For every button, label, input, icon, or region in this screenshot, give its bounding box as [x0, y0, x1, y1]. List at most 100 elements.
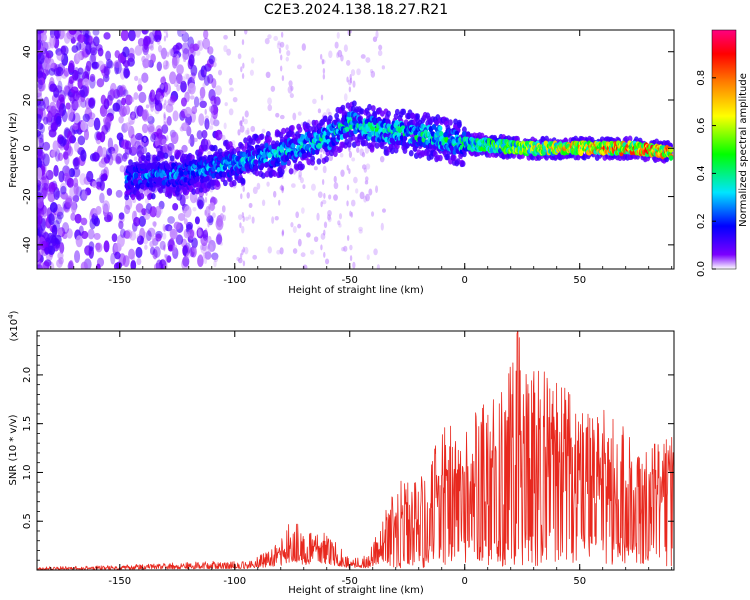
- heatmap-noise-cell: [162, 232, 167, 240]
- heatmap-noise-cell: [337, 220, 341, 226]
- heatmap-noise-cell: [322, 68, 326, 75]
- heatmap-noise-cell: [182, 245, 188, 257]
- heatmap-halo-cell: [254, 169, 260, 177]
- heatmap-noise-cell: [240, 193, 243, 200]
- heatmap-noise-cell: [197, 40, 201, 48]
- heatmap-ridge-cell: [253, 159, 259, 165]
- heatmap-noise-cell: [350, 69, 356, 77]
- heatmap-noise-cell: [195, 49, 201, 56]
- heatmap-noise-cell: [71, 45, 79, 53]
- heatmap-noise-cell: [207, 213, 211, 220]
- heatmap-noise-cell: [298, 170, 302, 178]
- heatmap-halo-cell: [351, 141, 357, 148]
- heatmap-noise-cell: [292, 112, 297, 121]
- heatmap-noise-cell: [171, 148, 176, 153]
- heatmap-noise-cell: [70, 200, 77, 214]
- heatmap-noise-cell: [343, 93, 348, 102]
- spectrogram-x-axis: -150 -100 -50 0 50: [50, 30, 673, 286]
- heatmap-ridge-cell: [140, 183, 145, 190]
- heatmap-noise-cell: [232, 96, 238, 103]
- heatmap-noise-cell: [120, 30, 129, 42]
- heatmap-noise-cell: [50, 105, 57, 117]
- heatmap-noise-cell: [242, 62, 245, 69]
- heatmap-noise-cell: [321, 178, 325, 185]
- heatmap-noise-cell: [213, 119, 220, 127]
- heatmap-noise-cell: [129, 120, 135, 125]
- spectrogram-y-axis: -40 -20 0 20 40: [22, 45, 674, 253]
- heatmap-noise-cell: [256, 182, 261, 190]
- heatmap-noise-cell: [80, 120, 88, 131]
- heatmap-noise-cell: [373, 248, 378, 256]
- heatmap-noise-cell: [348, 86, 352, 93]
- heatmap-noise-cell: [164, 99, 167, 106]
- heatmap-noise-cell: [205, 205, 211, 219]
- heatmap-noise-cell: [149, 52, 153, 58]
- snr-y-tick-label: 1.5: [22, 416, 33, 432]
- heatmap-noise-cell: [138, 215, 146, 227]
- heatmap-noise-cell: [150, 53, 156, 64]
- heatmap-ridge-cell: [260, 162, 265, 169]
- snr-y-tick-label: 2.0: [22, 367, 33, 383]
- heatmap-noise-cell: [328, 50, 333, 59]
- heatmap-noise-cell: [119, 84, 127, 98]
- heatmap-noise-cell: [122, 89, 129, 97]
- heatmap-noise-cell: [180, 97, 187, 107]
- heatmap-noise-cell: [250, 125, 256, 132]
- heatmap-noise-cell: [122, 46, 130, 58]
- heatmap-ridge-cell: [461, 131, 467, 137]
- heatmap-noise-cell: [48, 34, 56, 46]
- heatmap-noise-cell: [290, 183, 296, 188]
- heatmap-noise-cell: [241, 211, 245, 218]
- heatmap-noise-cell: [47, 191, 56, 203]
- heatmap-halo-cell: [310, 159, 316, 166]
- heatmap-noise-cell: [102, 200, 110, 213]
- heatmap-noise-cell: [200, 246, 207, 254]
- heatmap-noise-cell: [68, 30, 77, 35]
- colorbar-gradient: [711, 29, 737, 270]
- heatmap-noise-cell: [239, 124, 245, 133]
- heatmap-noise-cell: [124, 140, 132, 150]
- heatmap-noise-cell: [163, 35, 167, 42]
- heatmap-noise-cell: [93, 208, 100, 216]
- heatmap-noise-cell: [202, 252, 208, 259]
- heatmap-noise-cell: [208, 54, 216, 65]
- heatmap-noise-cell: [229, 87, 234, 92]
- heatmap-noise-cell: [375, 185, 379, 194]
- heatmap-noise-cell: [366, 254, 370, 261]
- heatmap-noise-cell: [346, 184, 350, 191]
- heatmap-noise-cell: [324, 258, 330, 265]
- heatmap-noise-cell: [359, 191, 365, 200]
- heatmap-noise-cell: [213, 57, 217, 63]
- heatmap-noise-cell: [338, 223, 342, 228]
- heatmap-noise-cell: [321, 59, 326, 65]
- heatmap-noise-cell: [95, 242, 103, 253]
- snr-y-tick-label: 0.5: [22, 513, 33, 529]
- heatmap-noise-cell: [117, 234, 125, 248]
- heatmap-ridge-cell: [311, 149, 317, 155]
- heatmap-noise-cell: [89, 73, 96, 82]
- heatmap-noise-cell: [151, 91, 155, 99]
- heatmap-halo-cell: [544, 135, 549, 143]
- heatmap-noise-cell: [321, 199, 327, 205]
- heatmap-halo-cell: [128, 159, 133, 166]
- heatmap-noise-cell: [37, 157, 43, 170]
- heatmap-noise-cell: [86, 170, 94, 183]
- heatmap-noise-cell: [349, 73, 352, 80]
- heatmap-noise-cell: [295, 211, 300, 219]
- heatmap-halo-cell: [420, 150, 426, 158]
- heatmap-noise-cell: [199, 96, 204, 101]
- heatmap-noise-cell: [147, 227, 156, 237]
- heatmap-noise-cell: [194, 216, 200, 225]
- heatmap-noise-cell: [49, 202, 58, 213]
- heatmap-noise-cell: [333, 182, 339, 190]
- heatmap-noise-cell: [37, 52, 45, 65]
- heatmap-noise-cell: [265, 71, 271, 79]
- heatmap-noise-cell: [118, 212, 125, 220]
- heatmap-noise-cell: [107, 137, 114, 151]
- heatmap-noise-cell: [207, 221, 210, 228]
- heatmap-noise-cell: [190, 64, 198, 77]
- heatmap-noise-cell: [163, 113, 166, 120]
- heatmap-noise-cell: [152, 30, 158, 38]
- heatmap-noise-cell: [281, 185, 285, 192]
- heatmap-noise-cell: [244, 129, 250, 136]
